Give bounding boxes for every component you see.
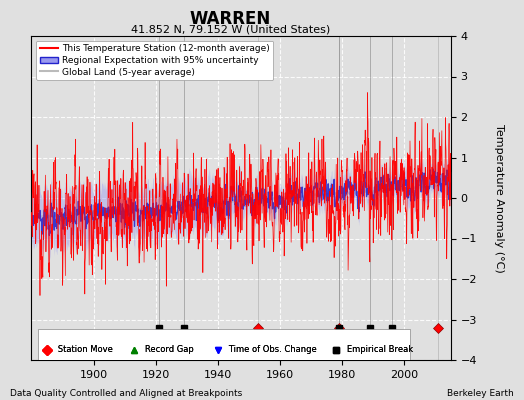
- Text: Berkeley Earth: Berkeley Earth: [447, 389, 514, 398]
- Text: 41.852 N, 79.152 W (United States): 41.852 N, 79.152 W (United States): [131, 24, 330, 34]
- Legend: This Temperature Station (12-month average), Regional Expectation with 95% uncer: This Temperature Station (12-month avera…: [36, 40, 274, 80]
- Text: Time of Obs. Change: Time of Obs. Change: [221, 345, 316, 354]
- Text: Station Move: Station Move: [50, 345, 113, 354]
- Text: Empirical Break: Empirical Break: [339, 345, 413, 354]
- Text: Station Move: Station Move: [50, 345, 113, 354]
- Text: Empirical Break: Empirical Break: [339, 345, 413, 354]
- Y-axis label: Temperature Anomaly (°C): Temperature Anomaly (°C): [494, 124, 504, 272]
- FancyBboxPatch shape: [38, 329, 410, 361]
- Text: WARREN: WARREN: [190, 10, 271, 28]
- Text: Record Gap: Record Gap: [137, 345, 194, 354]
- Text: Time of Obs. Change: Time of Obs. Change: [221, 345, 316, 354]
- Text: Record Gap: Record Gap: [137, 345, 194, 354]
- Text: Data Quality Controlled and Aligned at Breakpoints: Data Quality Controlled and Aligned at B…: [10, 389, 243, 398]
